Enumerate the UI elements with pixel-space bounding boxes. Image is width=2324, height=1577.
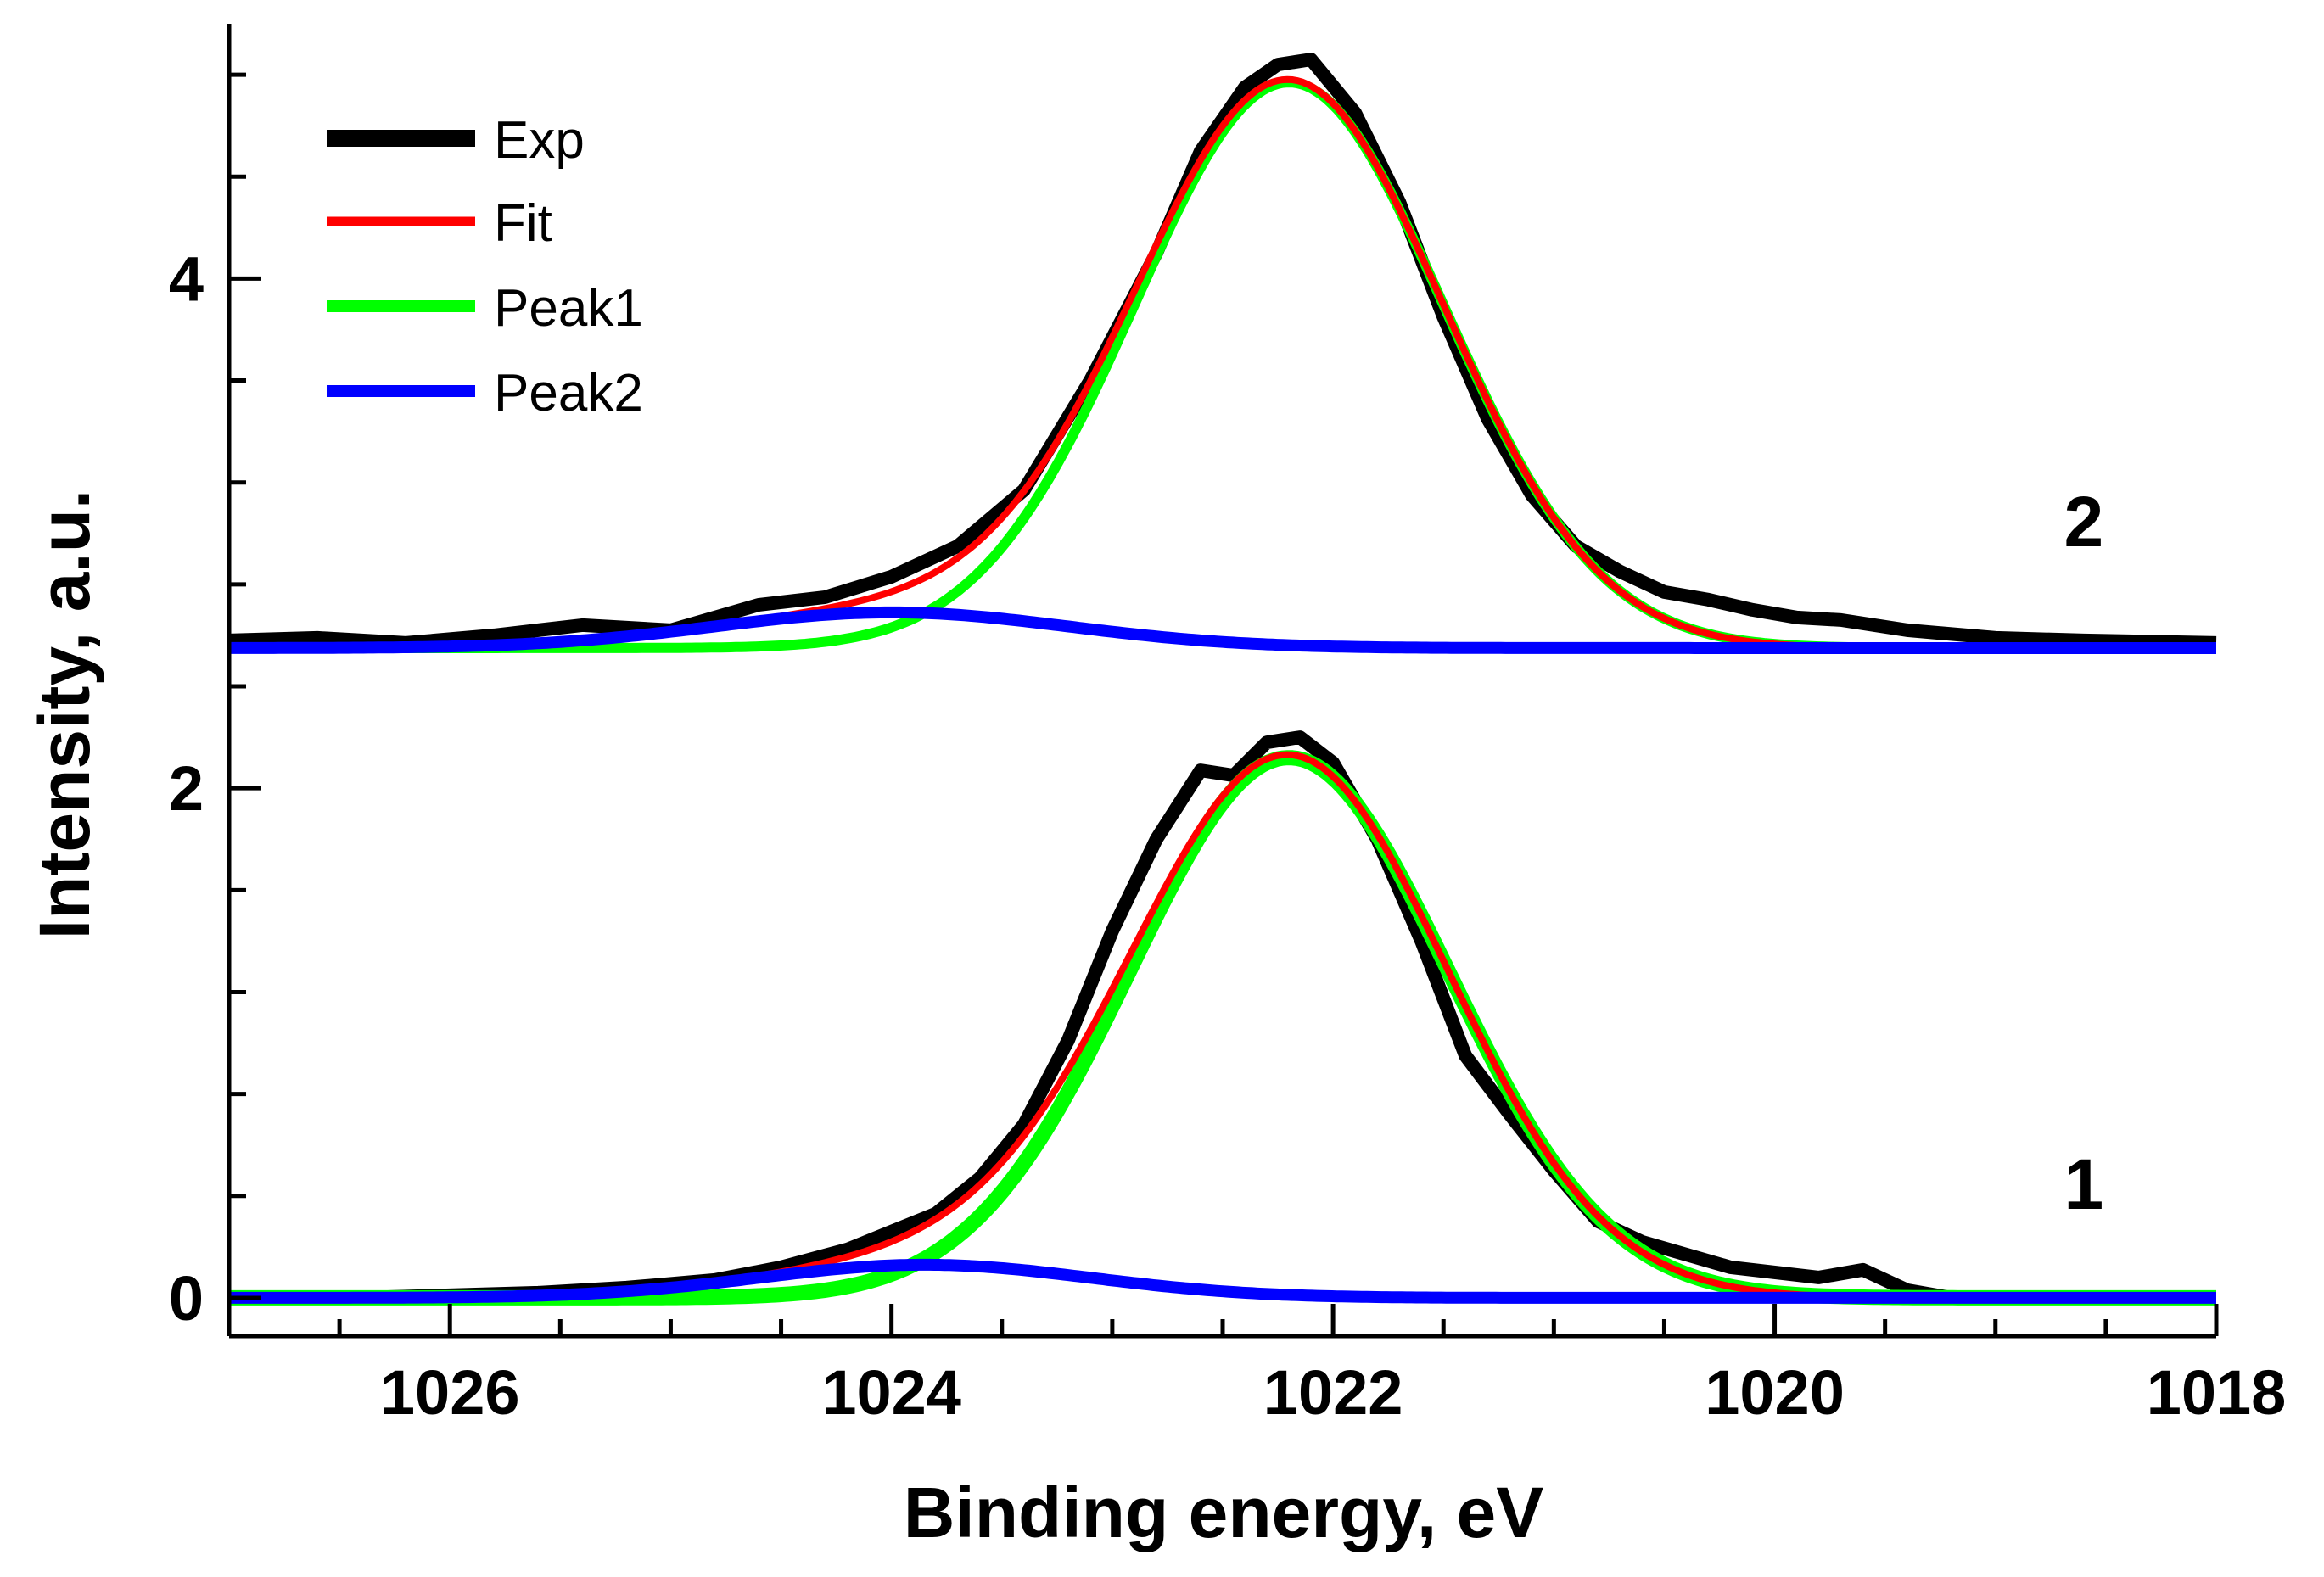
x-tick-label: 1024 xyxy=(821,1357,961,1428)
legend-label-peak2: Peak2 xyxy=(494,364,643,422)
spectrum-1-fit-line xyxy=(229,751,2216,1301)
curves-layer xyxy=(228,53,2217,1306)
y-tick-label: 0 xyxy=(169,1263,204,1334)
x-tick-label: 1020 xyxy=(1705,1357,1845,1428)
legend-label-fit: Fit xyxy=(494,194,552,253)
x-tick-label: 1026 xyxy=(380,1357,520,1428)
spectrum-1-exp-line xyxy=(229,730,2216,1305)
spectrum-2-peak2-line xyxy=(229,606,2216,654)
y-tick-label: 2 xyxy=(169,753,204,824)
x-tick-label: 1022 xyxy=(1263,1357,1403,1428)
spectrum-1-peak2-line xyxy=(229,1258,2216,1304)
y-axis-title: Intensity, a.u. xyxy=(25,489,104,940)
spectrum-1-label: 1 xyxy=(2064,1144,2104,1224)
y-tick-label: 4 xyxy=(169,243,204,314)
spectrum-2-label: 2 xyxy=(2064,482,2104,562)
legend: Exp Fit Peak1 Peak2 xyxy=(327,111,643,422)
spectrum-2-exp-line xyxy=(228,53,2217,650)
x-tick-label: 1018 xyxy=(2147,1357,2287,1428)
spectrum-1-peak1-line xyxy=(229,750,2216,1306)
labels-layer: 12 xyxy=(2064,482,2104,1224)
legend-label-peak1: Peak1 xyxy=(494,279,643,338)
x-axis-title: Binding energy, eV xyxy=(904,1473,1544,1552)
legend-label-exp: Exp xyxy=(494,111,585,170)
ticks-layer: 1026 1024 1022 1020 1018 0 2 4 xyxy=(169,72,2287,1428)
